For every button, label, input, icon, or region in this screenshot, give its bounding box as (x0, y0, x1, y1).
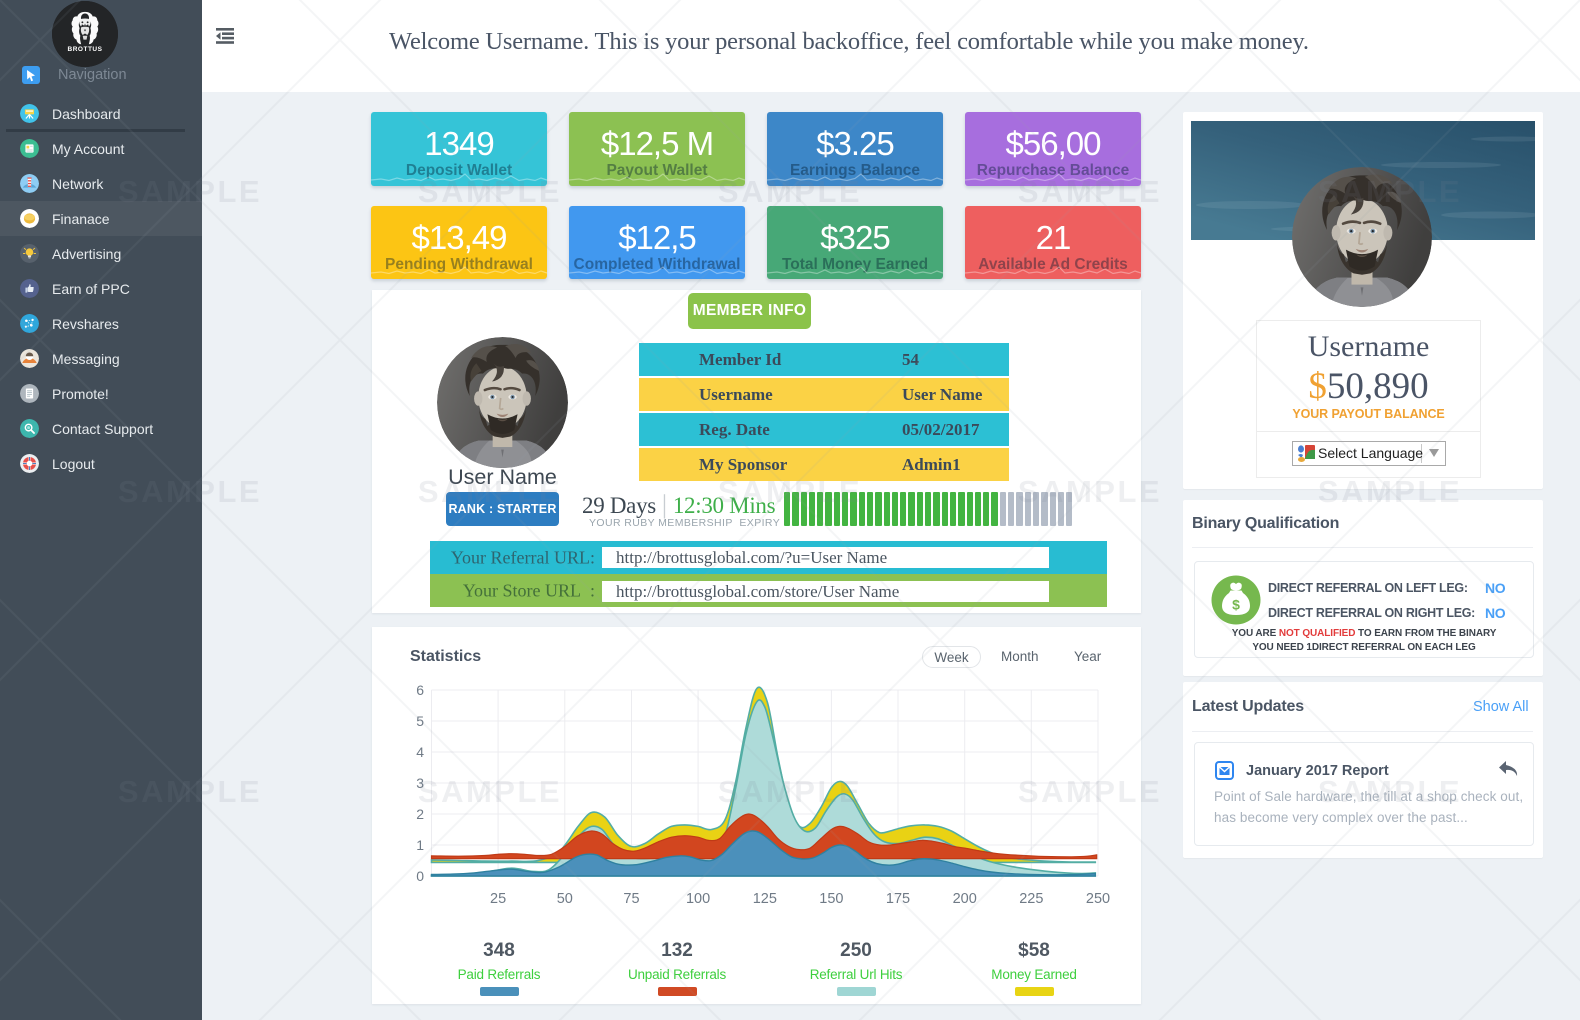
svg-text:175: 175 (886, 891, 910, 907)
svg-text:200: 200 (953, 891, 977, 907)
svg-text:$: $ (1232, 597, 1240, 613)
svg-text:50: 50 (557, 891, 573, 907)
svg-text:1: 1 (416, 837, 424, 853)
svg-text:2: 2 (416, 806, 424, 822)
svg-text:250: 250 (1086, 891, 1110, 907)
svg-text:100: 100 (686, 891, 710, 907)
svg-text:150: 150 (819, 891, 843, 907)
svg-text:BROTTUS: BROTTUS (68, 46, 103, 53)
svg-text:0: 0 (416, 868, 424, 884)
svg-text:225: 225 (1019, 891, 1043, 907)
svg-text:75: 75 (623, 891, 639, 907)
svg-text:6: 6 (416, 682, 424, 698)
svg-text:4: 4 (416, 744, 424, 760)
svg-text:125: 125 (753, 891, 777, 907)
svg-text:5: 5 (416, 713, 424, 729)
svg-text:3: 3 (416, 775, 424, 791)
svg-text:25: 25 (490, 891, 506, 907)
